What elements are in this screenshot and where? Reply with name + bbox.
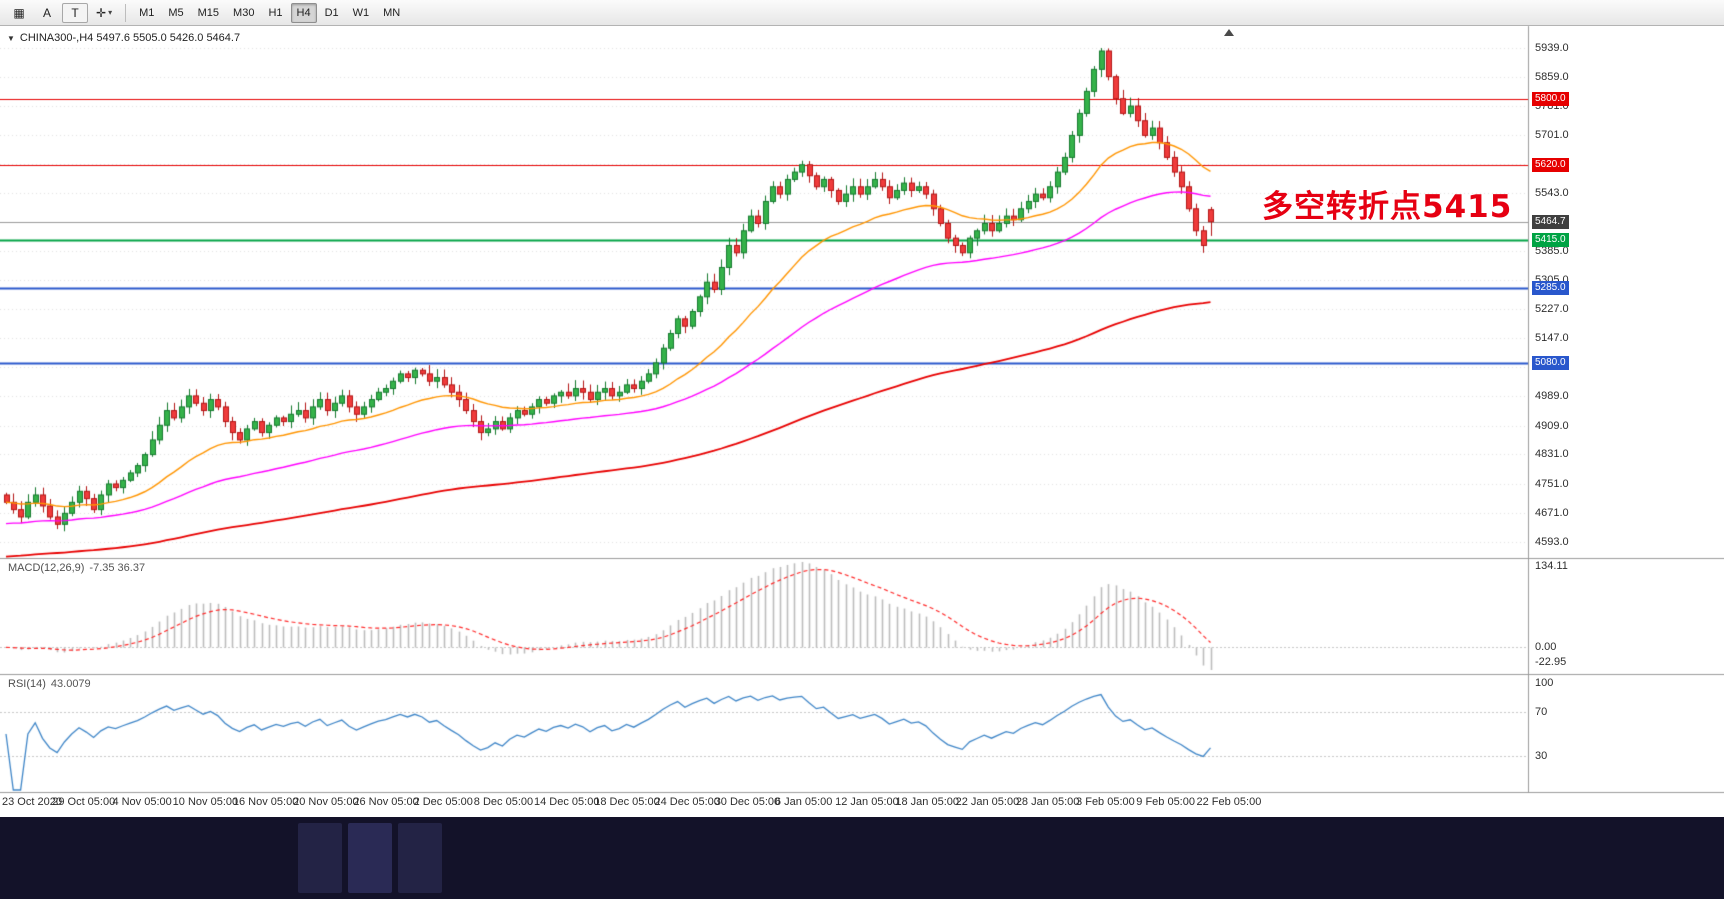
rsi-title: RSI(14) [8, 678, 46, 690]
crosshair-icon: ✛ [96, 5, 107, 20]
macd-values: -7.35 36.37 [89, 562, 146, 574]
timeframe-m30-button[interactable]: M30 [227, 3, 260, 23]
cursor-tool-button[interactable]: A [34, 3, 60, 23]
timeframe-w1-button[interactable]: W1 [347, 3, 376, 23]
crosshair-tool-button[interactable]: ✛ ▾ [90, 3, 118, 23]
chart-shift-marker-icon [1224, 29, 1234, 36]
taskbar-app-button[interactable] [398, 823, 442, 893]
symbol-marker-icon: ▼ [7, 33, 15, 43]
timeframe-m5-button[interactable]: M5 [162, 3, 189, 23]
timeframe-m15-button[interactable]: M15 [192, 3, 225, 23]
timeframe-m1-button[interactable]: M1 [133, 3, 160, 23]
timeframe-h1-button[interactable]: H1 [262, 3, 288, 23]
timeframe-mn-button[interactable]: MN [377, 3, 406, 23]
macd-title: MACD(12,26,9) [8, 562, 85, 574]
macd-indicator-label: MACD(12,26,9) -7.35 36.37 [8, 562, 145, 574]
price-annotation: 多空转折点5415 [1262, 189, 1513, 225]
toolbar-separator [125, 3, 127, 22]
rsi-indicator-label: RSI(14) 43.0079 [8, 678, 91, 690]
chart-header: ▼ CHINA300-,H4 5497.6 5505.0 5426.0 5464… [7, 32, 240, 44]
taskbar-app-button[interactable] [298, 823, 342, 893]
chart-grid-button[interactable]: ▦ [6, 3, 32, 23]
chevron-down-icon: ▾ [108, 8, 113, 17]
chart-header-text: CHINA300-,H4 5497.6 5505.0 5426.0 5464.7 [19, 32, 241, 44]
text-tool-button[interactable]: T [62, 2, 88, 23]
taskbar [0, 817, 1724, 899]
timeframe-h4-button[interactable]: H4 [290, 2, 317, 23]
timeframe-d1-button[interactable]: D1 [319, 3, 345, 23]
cursor-icon: A [42, 5, 51, 20]
rsi-value: 43.0079 [50, 678, 91, 690]
text-icon: T [71, 5, 79, 20]
taskbar-app-button[interactable] [348, 823, 392, 893]
grid-icon: ▦ [13, 5, 25, 20]
main-toolbar: ▦ A T ✛ ▾ M1 M5 M15 M30 H1 H4 D1 W1 MN [0, 0, 1724, 26]
